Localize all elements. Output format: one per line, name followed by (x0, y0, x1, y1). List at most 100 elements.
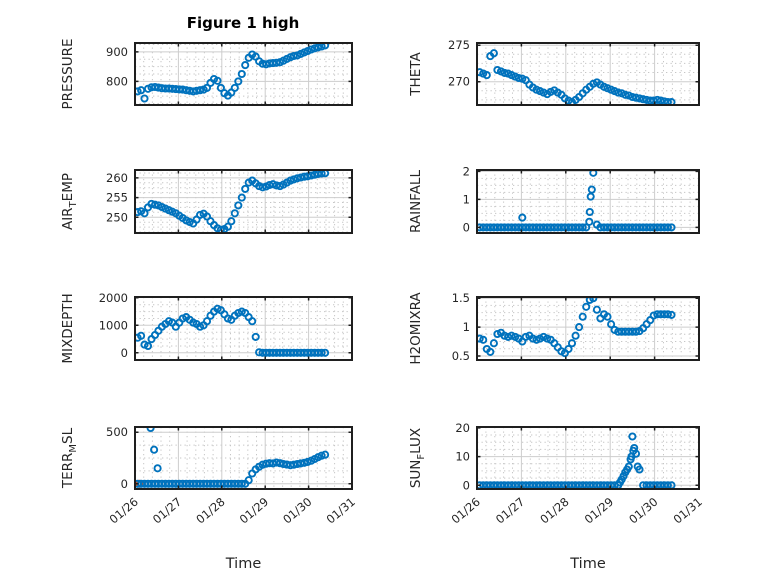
data-point (619, 472, 628, 481)
grid-major (135, 170, 352, 233)
ylabel-subscript: F (416, 454, 427, 460)
x-tick-label: 01/27 (150, 495, 184, 527)
data-point (153, 464, 162, 473)
ylabel-text: SL (60, 427, 76, 444)
data-point (621, 90, 630, 99)
data-point (150, 445, 159, 454)
y-tick-label: 900 (106, 45, 128, 59)
data-point (514, 73, 523, 83)
subplot-rainfall: 0 1 2 (463, 164, 700, 234)
data-point (234, 201, 243, 210)
tick-marks (476, 297, 700, 360)
grid-major (477, 43, 699, 105)
x-tick-label: 01/31 (324, 495, 358, 527)
data-point (493, 329, 502, 339)
data-markers-mixdepth (134, 304, 330, 357)
data-point (624, 223, 633, 232)
data-point (237, 193, 246, 202)
data-point (567, 339, 577, 348)
data-point (489, 49, 498, 58)
x-tick-label: 01/27 (493, 495, 527, 527)
data-point (489, 339, 498, 348)
data-point (147, 199, 156, 208)
ylabel-text: TERR (60, 453, 76, 490)
data-point (202, 317, 212, 326)
y-tick-label: 500 (106, 425, 128, 439)
data-point (216, 83, 225, 92)
data-point (486, 347, 495, 356)
data-point (321, 348, 330, 357)
x-tick-label: 01/28 (537, 495, 571, 527)
data-point (614, 88, 623, 97)
charts-layer: 8009002702752502552600120100020000.511.5… (99, 38, 705, 526)
data-point (585, 217, 594, 226)
data-point (653, 95, 662, 104)
axes-box (134, 296, 353, 361)
data-point (518, 213, 527, 222)
data-point (248, 317, 257, 326)
data-markers-pressure (134, 42, 330, 103)
data-point (623, 465, 632, 474)
data-markers-sun_flux (476, 432, 676, 490)
tick-marks (134, 427, 353, 489)
ylabel-text: MIXDEPTH (60, 293, 76, 363)
data-point (586, 192, 595, 201)
ylabel-subscript: M (68, 444, 79, 453)
data-point (223, 222, 232, 231)
data-point (667, 310, 676, 319)
y-axis-label-pressure: PRESSURE (60, 39, 76, 110)
y-tick-label: 0 (121, 346, 128, 360)
data-point (272, 58, 281, 67)
axes-box (134, 169, 353, 234)
ylabel-text: H2OMIXRA (408, 292, 424, 365)
x-axis-label-left: Time (225, 556, 262, 572)
data-point (663, 223, 672, 232)
y-tick-label: 255 (106, 191, 128, 205)
tick-marks (134, 170, 353, 233)
data-point (628, 92, 637, 102)
subplot-mixdepth: 0 1000 2000 (99, 291, 353, 361)
data-point (656, 96, 665, 105)
axes-box (476, 296, 700, 361)
data-point (196, 86, 205, 95)
y-tick-label: 0 (121, 477, 128, 491)
grid-major (477, 170, 699, 233)
data-point (628, 432, 637, 441)
data-point (140, 94, 149, 103)
data-point (317, 451, 326, 460)
data-point (482, 71, 491, 80)
y-tick-label: 10 (455, 450, 470, 464)
axes-box (476, 42, 700, 106)
axes-box (134, 42, 353, 106)
x-tick-label: 01/30 (626, 495, 660, 527)
data-point (631, 327, 641, 336)
data-point (143, 341, 153, 351)
data-point (564, 344, 573, 354)
y-tick-label: 0 (463, 478, 470, 492)
data-point (667, 223, 676, 232)
grid-minor (135, 427, 352, 489)
data-point (234, 77, 243, 86)
tick-marks (476, 427, 700, 489)
grid-minor (135, 170, 352, 233)
y-axis-label-rainfall: RAINFALL (408, 170, 424, 233)
ylabel-text: RAINFALL (408, 170, 424, 233)
data-point (578, 312, 587, 321)
x-tick-label: 01/26 (107, 495, 141, 527)
data-point (289, 51, 298, 61)
tick-marks (134, 43, 353, 105)
grid-minor (477, 427, 699, 489)
data-point (649, 311, 658, 320)
subplot-theta: 270 275 (448, 38, 700, 106)
data-point (314, 43, 323, 52)
data-point (227, 217, 236, 226)
data-point (587, 185, 596, 194)
ylabel-text: SUN (408, 460, 424, 489)
data-point (244, 476, 253, 485)
y-tick-label: 2 (463, 164, 470, 178)
y-tick-label: 1.5 (452, 291, 470, 305)
data-point (663, 310, 672, 319)
tick-marks (476, 170, 700, 233)
x-axis-label-right: Time (569, 556, 606, 572)
